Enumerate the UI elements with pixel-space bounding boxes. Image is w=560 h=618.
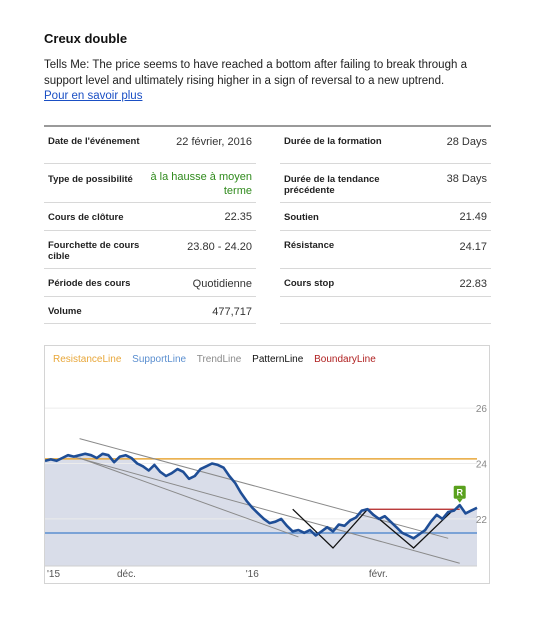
table-row: Fourchette de cours cible 23.80 - 24.20: [44, 231, 256, 269]
row-label: Durée de la tendance précédente: [284, 174, 380, 196]
y-tick-label: 22: [476, 515, 488, 526]
table-row: Type de possibilité à la hausse à moyen …: [44, 164, 256, 203]
row-label: Période des cours: [48, 278, 131, 289]
legend-resistance[interactable]: ResistanceLine: [53, 354, 122, 365]
chart-plot: 26 24 22 R '15 déc. '16 févr.: [45, 404, 488, 580]
pattern-title: Creux double: [44, 31, 128, 46]
row-label: Type de possibilité: [48, 174, 133, 185]
row-value: 22.83: [459, 278, 487, 290]
details-left-column: Date de l'événement 22 février, 2016 Typ…: [44, 127, 256, 324]
table-row-empty: [280, 297, 491, 324]
row-label: Volume: [48, 306, 82, 317]
pattern-description: Tells Me: The price seems to have reache…: [44, 59, 467, 87]
price-area: [45, 453, 477, 566]
table-row: Période des cours Quotidienne: [44, 269, 256, 297]
row-value: Quotidienne: [192, 278, 252, 290]
row-value: 21.49: [459, 211, 487, 223]
legend-support[interactable]: SupportLine: [132, 354, 187, 365]
x-tick-label: déc.: [117, 569, 136, 580]
legend-pattern[interactable]: PatternLine: [252, 354, 304, 365]
chart-legend: ResistanceLine SupportLine TrendLine Pat…: [53, 354, 384, 365]
row-label: Résistance: [284, 240, 335, 251]
row-label: Soutien: [284, 212, 319, 223]
resistance-marker: [453, 485, 466, 499]
row-value: 24.17: [459, 241, 487, 253]
table-row: Volume 477,717: [44, 297, 256, 324]
y-tick-label: 24: [476, 460, 488, 471]
x-tick-label: '16: [246, 569, 259, 580]
row-value: 38 Days: [446, 173, 487, 185]
row-value: à la hausse à moyen terme: [150, 171, 252, 197]
row-label: Date de l'événement: [48, 136, 140, 147]
row-label: Fourchette de cours cible: [48, 240, 140, 262]
pattern-chart: ResistanceLine SupportLine TrendLine Pat…: [44, 345, 490, 584]
learn-more-link[interactable]: Pour en savoir plus: [44, 90, 143, 102]
row-value: 22 février, 2016: [176, 136, 252, 148]
row-label: Durée de la formation: [284, 136, 382, 147]
marker-pointer: [456, 498, 463, 503]
table-row: Cours stop 22.83: [280, 269, 491, 297]
y-tick-label: 26: [476, 404, 488, 415]
table-row: Résistance 24.17: [280, 231, 491, 269]
row-value: 28 Days: [446, 136, 487, 148]
x-tick-label: févr.: [369, 569, 388, 580]
table-row: Durée de la tendance précédente 38 Days: [280, 164, 491, 203]
table-row: Soutien 21.49: [280, 203, 491, 231]
x-tick-label: '15: [47, 569, 60, 580]
table-row: Cours de clôture 22.35: [44, 203, 256, 231]
marker-label: R: [456, 488, 463, 498]
details-table: Date de l'événement 22 février, 2016 Typ…: [44, 125, 491, 324]
trend-line: [79, 457, 299, 538]
price-line: [45, 452, 478, 540]
table-row: Date de l'événement 22 février, 2016: [44, 127, 256, 164]
row-label: Cours de clôture: [48, 212, 124, 223]
details-right-column: Durée de la formation 28 Days Durée de l…: [280, 127, 491, 324]
row-value: 23.80 - 24.20: [187, 241, 252, 253]
table-row: Durée de la formation 28 Days: [280, 127, 491, 164]
row-label: Cours stop: [284, 278, 335, 289]
row-value: 477,717: [212, 306, 252, 318]
legend-boundary[interactable]: BoundaryLine: [314, 354, 376, 365]
trend-line: [67, 454, 460, 564]
legend-trend[interactable]: TrendLine: [196, 354, 242, 365]
table-top-rule: [44, 125, 491, 127]
row-value: 22.35: [224, 211, 252, 223]
trend-line: [79, 438, 449, 539]
